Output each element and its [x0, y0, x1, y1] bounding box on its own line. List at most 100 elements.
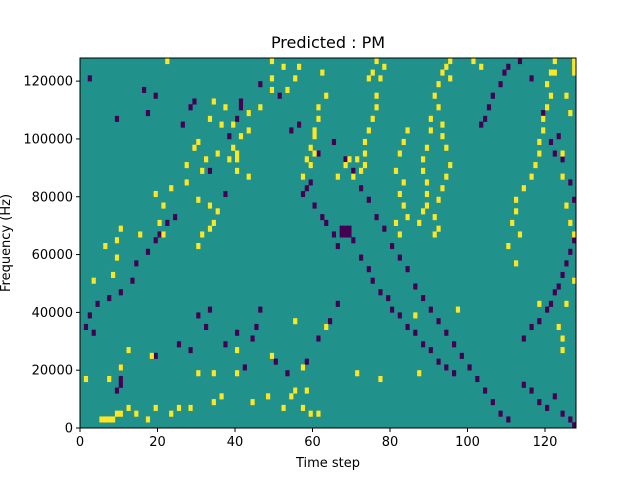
- heatmap-cell-high: [405, 214, 410, 221]
- heatmap-cell-low: [320, 214, 325, 221]
- heatmap-cell-low: [572, 422, 577, 429]
- heatmap-cell-high: [436, 196, 441, 203]
- heatmap-cell-high: [421, 208, 426, 215]
- heatmap-cell-high: [335, 173, 340, 180]
- y-tick-label: 60000: [32, 248, 73, 263]
- heatmap-cell-low: [347, 225, 352, 232]
- heatmap-cell-high: [366, 75, 371, 82]
- heatmap-cell-low: [452, 370, 457, 377]
- heatmap-cell-high: [300, 404, 306, 411]
- heatmap-cell-high: [238, 133, 244, 140]
- heatmap-cell-high: [227, 156, 232, 163]
- heatmap-cell-high: [211, 399, 216, 406]
- heatmap-cell-low: [397, 254, 402, 261]
- heatmap-cell-high: [312, 133, 317, 140]
- heatmap-cell-high: [506, 243, 511, 250]
- heatmap-cell-low: [405, 323, 410, 331]
- heatmap-cell-high: [211, 219, 216, 226]
- heatmap-cell-low: [258, 306, 263, 313]
- chart-title: Predicted : PM: [271, 33, 385, 52]
- heatmap-cell-high: [196, 196, 201, 203]
- heatmap-cell-high: [432, 92, 437, 99]
- heatmap-cell-low: [421, 295, 426, 302]
- heatmap-cell-high: [572, 63, 577, 70]
- heatmap-cell-high: [196, 243, 201, 250]
- heatmap-cell-low: [343, 231, 348, 238]
- heatmap-cell-high: [316, 410, 321, 417]
- heatmap-cell-high: [440, 69, 445, 76]
- heatmap-cell-low: [227, 133, 232, 140]
- heatmap-cell-low: [529, 323, 534, 331]
- heatmap-cell-low: [436, 358, 441, 365]
- heatmap-cell-low: [153, 237, 158, 244]
- heatmap-cell-low: [134, 260, 139, 267]
- heatmap-cell-high: [118, 364, 123, 371]
- heatmap-cell-high: [471, 58, 476, 65]
- heatmap-cell-high: [161, 231, 166, 238]
- heatmap-cell-low: [316, 335, 321, 342]
- heatmap-cell-low: [351, 167, 356, 174]
- heatmap-cell-low: [436, 318, 441, 325]
- heatmap-cell-low: [560, 156, 565, 163]
- heatmap-cell-low: [192, 98, 197, 105]
- heatmap-cell-high: [424, 190, 430, 198]
- heatmap-cell-high: [200, 231, 205, 238]
- heatmap-cell-low: [475, 375, 480, 383]
- heatmap-cell-high: [545, 104, 550, 111]
- heatmap-cell-high: [300, 173, 306, 180]
- heatmap-cell-high: [281, 63, 286, 70]
- heatmap-cell-low: [176, 341, 182, 348]
- heatmap-cell-low: [452, 341, 457, 348]
- heatmap-cell-high: [91, 277, 96, 284]
- heatmap-cell-high: [200, 167, 205, 174]
- heatmap-cell-low: [130, 277, 135, 284]
- heatmap-cell-low: [366, 266, 371, 273]
- heatmap-cell-high: [207, 202, 213, 209]
- heatmap-cell-high: [568, 110, 573, 117]
- heatmap-cell-high: [545, 81, 550, 88]
- heatmap-cell-low: [335, 243, 340, 250]
- heatmap-cell-low: [506, 416, 511, 423]
- heatmap-cell-high: [355, 156, 360, 163]
- heatmap-cell-low: [390, 243, 395, 250]
- heatmap-cell-high: [510, 219, 515, 226]
- heatmap-cell-low: [405, 266, 410, 273]
- heatmap-cell-low: [359, 254, 364, 261]
- heatmap-cell-low: [564, 260, 569, 267]
- heatmap-cell-low: [207, 167, 213, 174]
- heatmap-cell-high: [281, 404, 286, 411]
- heatmap-cell-high: [572, 277, 577, 284]
- heatmap-cell-low: [390, 306, 395, 313]
- heatmap-cell-low: [548, 300, 554, 307]
- heatmap-cell-high: [231, 121, 236, 128]
- heatmap-cell-low: [347, 231, 352, 238]
- heatmap-cell-high: [207, 115, 213, 122]
- heatmap-cell-high: [564, 300, 569, 307]
- heatmap-cell-high: [153, 404, 158, 411]
- heatmap-cell-low: [235, 329, 240, 336]
- heatmap-cell-high: [374, 58, 379, 65]
- heatmap-cell-low: [145, 248, 151, 255]
- heatmap-cell-low: [521, 381, 526, 388]
- heatmap-cell-low: [223, 190, 228, 198]
- x-axis: 0 20 40 60 80 100 120: [76, 428, 557, 450]
- heatmap-cell-low: [204, 323, 209, 331]
- heatmap-cell-high: [440, 133, 445, 140]
- heatmap-cell-high: [560, 347, 565, 354]
- heatmap-cell-low: [374, 214, 379, 221]
- x-tick-label: 60: [304, 435, 321, 450]
- heatmap-cell-high: [444, 63, 449, 70]
- heatmap-cell-high: [560, 150, 565, 157]
- heatmap-cell-high: [126, 404, 131, 411]
- heatmap-cell-high: [153, 190, 158, 198]
- heatmap-cell-high: [235, 167, 240, 174]
- heatmap-cell-low: [188, 104, 193, 111]
- heatmap-cell-low: [506, 63, 511, 70]
- heatmap-cell-low: [413, 283, 418, 290]
- heatmap-cell-high: [552, 58, 557, 65]
- heatmap-cell-high: [393, 219, 399, 226]
- heatmap-cell-low: [366, 196, 371, 203]
- heatmap-cell-high: [219, 121, 224, 128]
- heatmap-cell-high: [413, 312, 418, 319]
- heatmap-cell-high: [293, 75, 298, 82]
